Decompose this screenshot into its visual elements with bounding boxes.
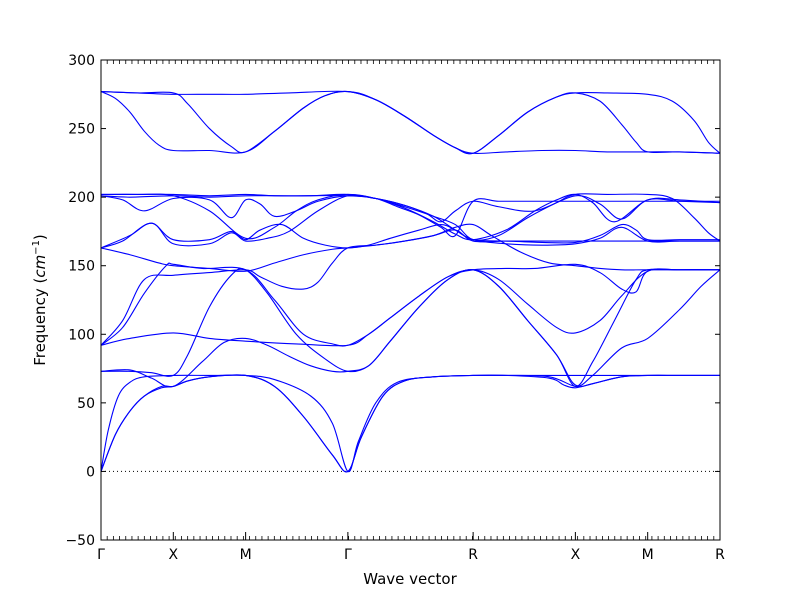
y-tick-label: 50 (77, 396, 95, 412)
branch-18 (101, 90, 720, 155)
y-axis-title: Frequency (31, 288, 49, 366)
y-tick-label: 300 (68, 53, 95, 69)
y-tick-label: 200 (68, 190, 95, 206)
branch-13 (101, 193, 720, 242)
y-tick-label: 100 (68, 327, 95, 343)
y-axis-unit-exponent: −1 (31, 240, 42, 255)
x-tick-label: X (169, 547, 179, 563)
y-tick-label: 150 (68, 259, 95, 275)
x-tick-label: X (571, 547, 581, 563)
y-tick-label: 0 (86, 464, 95, 480)
y-tick-label: 250 (68, 122, 95, 138)
branch-3 (101, 374, 720, 473)
branch-5 (101, 268, 720, 387)
x-axis-label: Wave vector (363, 570, 457, 588)
x-tick-label: Γ (344, 547, 352, 563)
x-tick-label: R (468, 547, 478, 563)
dispersion-branches (101, 90, 720, 473)
branch-14 (101, 193, 720, 241)
y-tick-label: −50 (65, 533, 95, 549)
svg-text:Frequency (cm−1): Frequency (cm−1) (31, 234, 49, 366)
axis-ticks: −50 0 50 100 150 200 250 300 Γ X M Γ R X M R (65, 53, 725, 563)
branch-10 (101, 222, 720, 249)
branch-2 (101, 374, 720, 473)
y-axis-label: Frequency (cm−1) (31, 234, 49, 366)
y-axis-unit-base: cm (31, 255, 49, 278)
x-tick-label: Γ (97, 547, 105, 563)
branch-9 (101, 229, 720, 272)
branch-12 (101, 195, 720, 223)
x-tick-label: M (642, 547, 654, 563)
branch-7 (101, 262, 720, 347)
x-tick-label: R (715, 547, 725, 563)
branch-15 (101, 195, 720, 238)
x-tick-label: M (240, 547, 252, 563)
